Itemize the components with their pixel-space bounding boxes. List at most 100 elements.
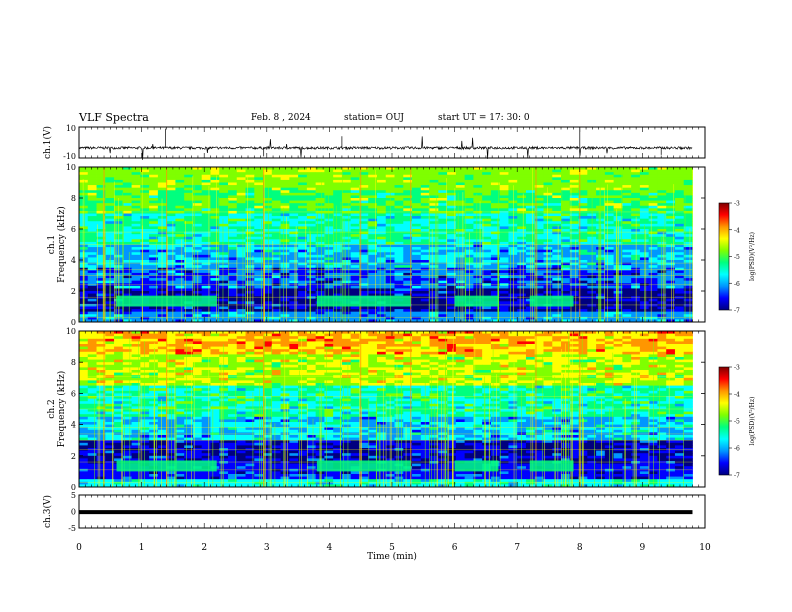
ch1-cell (447, 301, 457, 305)
ch1-cell (166, 195, 176, 199)
ch1-cell (683, 293, 693, 297)
ch1-cell (333, 208, 343, 212)
ch1-cell (157, 262, 168, 266)
ch1-cell (236, 172, 246, 176)
ch1-cell (569, 185, 579, 189)
ch1-cell (131, 316, 141, 320)
ch2-cell (499, 346, 509, 350)
ch1-cell (140, 192, 150, 196)
ch2-cell (674, 336, 685, 340)
ch2-cell (341, 336, 352, 340)
ch1-cell (87, 167, 97, 170)
ch1-cell (79, 241, 89, 245)
ch1-cell (499, 229, 509, 232)
ch1-cell (447, 190, 457, 194)
ch1-cell (368, 260, 378, 263)
ch1-cell (508, 291, 518, 294)
ch1-cell (219, 257, 229, 261)
ch1-cell (359, 218, 369, 222)
ch1-cell (666, 200, 676, 204)
ch1-cell (298, 187, 308, 191)
ch1-cell (429, 314, 439, 318)
ch2-cell (429, 338, 439, 342)
ch1-cell (569, 288, 579, 292)
ch1-cell (79, 182, 89, 186)
ch1-cell (368, 247, 378, 251)
ch1-cell (122, 205, 132, 209)
ch1-cell (490, 187, 501, 191)
ch1-cell (622, 182, 632, 186)
ch1-cell (376, 272, 387, 276)
ch2-cell (666, 349, 676, 353)
ch1-cell (324, 247, 334, 251)
ch1-cell (280, 262, 290, 266)
ch1-cell (201, 226, 211, 230)
ch1-cell (622, 208, 632, 212)
ch1-cell (499, 234, 509, 238)
ch1-cell (157, 247, 168, 251)
ch1-cell (324, 195, 334, 199)
ch1-cell (376, 167, 387, 170)
ch2-cell (315, 333, 325, 337)
ch2-cell (578, 349, 588, 353)
ch1-cell (517, 296, 527, 300)
ch1-cell (271, 244, 281, 248)
ch1-cell (219, 311, 229, 315)
ch1-cell (552, 285, 562, 289)
ch1-cell (499, 198, 509, 201)
ch1-cell (420, 190, 430, 194)
ch1-cell (324, 249, 334, 253)
ch1-cell (543, 234, 553, 238)
ch1-cell (306, 174, 317, 178)
ch1-cell (140, 187, 150, 191)
ch1-cell (315, 213, 325, 217)
ch1-cell (447, 239, 457, 243)
ch1-cell (149, 187, 159, 191)
ch2-cell (350, 333, 360, 337)
ch2-cell (359, 336, 369, 340)
ch1-cell (114, 167, 124, 170)
ch1-cell (324, 288, 334, 292)
ch1-cell (648, 252, 658, 256)
ch1-cell (604, 309, 614, 313)
ch1-cell (674, 185, 685, 189)
ch2-cell (254, 346, 264, 350)
ch1-cell (184, 288, 194, 292)
ch1-cell (561, 192, 571, 196)
ch1-cell (464, 226, 474, 230)
ch2-cell (333, 331, 343, 334)
ch1-cell (236, 319, 246, 323)
ch2-cell (376, 341, 387, 345)
ch1-cell (499, 236, 509, 240)
ch1-cell (543, 249, 553, 253)
ch2-cell (219, 333, 229, 337)
ch2-cell (394, 349, 404, 353)
ch1-cell (429, 257, 439, 261)
ch1-cell (263, 223, 273, 227)
ch1-cell (105, 182, 115, 186)
ch1-cell (166, 213, 176, 217)
ch1-cell (280, 314, 290, 318)
ch1-cell (534, 187, 544, 191)
ch1-cell (140, 195, 150, 199)
ch1-cell (420, 270, 430, 274)
ch1-ytick-6: 6 (71, 225, 76, 234)
ch1-cell (552, 278, 562, 282)
ch1-cell (517, 172, 527, 176)
ch1-cell (368, 262, 378, 266)
ch1-cell (482, 236, 492, 240)
ch1-cell (280, 216, 290, 220)
ch1-cell (96, 216, 106, 220)
ch1-cell (631, 319, 641, 323)
ch1-cell (175, 169, 185, 173)
ch1-cell (412, 249, 422, 253)
ch1-cell (517, 231, 527, 235)
ch1-cell (210, 200, 220, 204)
ch1-cell (298, 205, 308, 209)
ch1-cell (271, 218, 281, 222)
ch1-cell (201, 291, 211, 294)
ch1-cell (482, 192, 492, 196)
ch1-cell (368, 306, 378, 310)
ch1-cell (455, 195, 466, 199)
ch1-cell (289, 280, 299, 284)
